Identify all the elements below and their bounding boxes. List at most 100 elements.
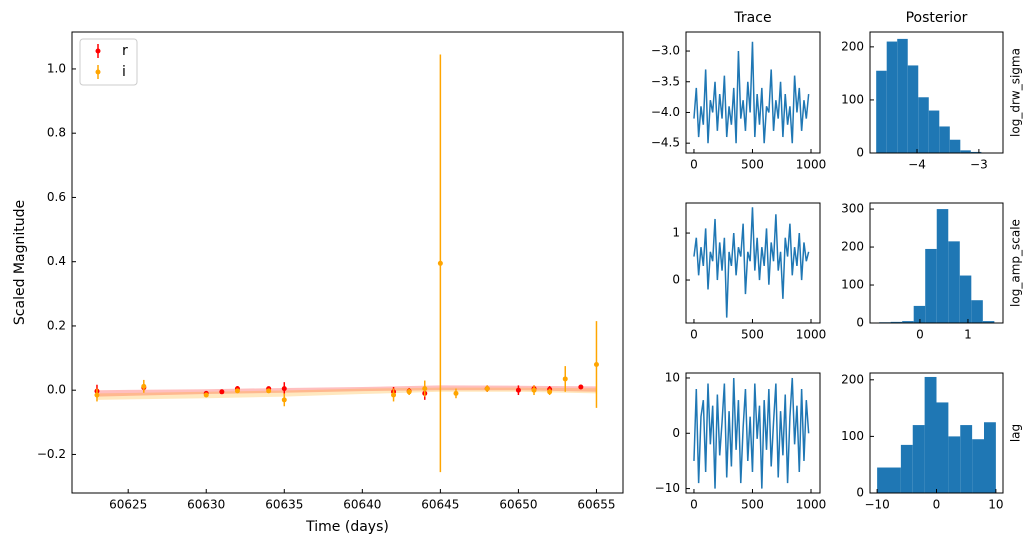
point [453,390,459,396]
panel: 0 500 1000 −10 0 10 [655,370,827,511]
x-tick-label: 1000 [796,158,827,172]
y-tick-label: 0 [856,146,864,160]
plot-area [879,209,995,323]
x-tick-label: 60625 [109,498,147,512]
legend-marker [95,48,101,54]
hist-bar [948,436,961,493]
panel: ri 60625 60630 60635 60640 60645 60650 60655 −0.… [12,31,624,535]
point [422,386,428,392]
y-tick-label: 1 [672,226,680,240]
y-tick-label: 0 [856,316,864,330]
point [547,389,553,395]
hist-bar [907,65,919,153]
y-axis-label: Scaled Magnitude [12,200,28,325]
panel: −4 −3 0 100 200 Posterior log_drw_sigma [841,10,1022,172]
x-tick-label: 500 [741,498,764,512]
hist-bar [936,209,949,323]
hist-bar [897,38,908,153]
hist-bar [876,70,887,153]
x-tick-label: 0 [690,328,698,342]
point [94,392,100,398]
hist-bar [918,97,929,153]
hist-bar [970,151,982,153]
panel: 0 500 1000 −4.5 −4.0 −3.5 −3.0 Trace [651,10,826,172]
y-tick-label: 100 [841,92,864,106]
x-tick-label: 1000 [796,328,827,342]
y-tick-label: 0.8 [47,126,66,140]
y-tick-label: −3.5 [651,74,680,88]
point [203,392,209,398]
y-axis-label: log_drw_sigma [1009,48,1023,137]
x-tick-label: 0 [916,328,924,342]
y-tick-label: 300 [841,202,864,216]
hist-bar [912,425,925,493]
hist-bar [889,467,901,493]
legend-label: i [122,64,126,80]
x-tick-label: 60655 [577,498,615,512]
hist-bar [948,241,960,323]
x-tick-label: 10 [988,498,1003,512]
panel: 0 500 1000 0 1 [672,202,827,342]
plot-area [693,41,810,144]
point [437,260,443,266]
point [406,389,412,395]
x-tick-label: 60650 [499,498,537,512]
y-tick-label: 200 [841,240,864,254]
hist-bar [960,425,973,493]
axes-frame [685,202,821,324]
model-band [96,385,597,397]
trace-line [693,41,810,144]
hist-bar [886,41,898,153]
y-tick-label: 0 [672,273,680,287]
y-tick-label: 0 [672,426,680,440]
x-tick-label: 60640 [343,498,381,512]
y-tick-label: 200 [841,39,864,53]
x-tick-label: 1 [964,328,972,342]
plot-area [693,377,810,489]
axes-frame [71,31,624,494]
hist-bar [900,444,913,493]
x-tick-label: 500 [741,158,764,172]
hist-bar [972,439,984,493]
x-tick-label: 60630 [187,498,225,512]
plot-area [876,38,982,153]
point [515,387,521,393]
point [562,376,568,382]
hist-bar [949,139,961,153]
trace-line [693,207,810,318]
hist-bar [924,376,937,493]
y-tick-label: −0.2 [37,447,66,461]
y-tick-label: 0 [856,486,864,500]
point [219,389,225,395]
y-tick-label: 0.6 [47,190,66,204]
panel-title: Trace [733,10,771,26]
panel-title: Posterior [906,10,968,26]
y-tick-label: 100 [841,278,864,292]
point [281,386,287,392]
x-tick-label: 1000 [796,498,827,512]
x-tick-label: 0 [690,158,698,172]
plot-area [877,376,996,493]
y-tick-label: −4.5 [651,136,680,150]
x-tick-label: 60635 [265,498,303,512]
axes-frame [869,202,1004,324]
y-tick-label: −3.0 [651,44,680,58]
hist-bar [902,321,914,323]
point [234,388,240,394]
x-tick-label: −10 [864,498,889,512]
y-tick-label: 0.4 [47,254,66,268]
point [593,361,599,367]
trace-line [693,377,810,489]
point [141,383,147,389]
point [578,384,584,390]
legend-label: r [122,43,128,59]
point [281,397,287,403]
legend-box [79,38,138,86]
plot-area [693,207,810,318]
x-tick-label: 60645 [421,498,459,512]
plot-area [94,54,599,473]
point [266,388,272,394]
hist-bar [984,422,996,493]
point [391,392,397,398]
